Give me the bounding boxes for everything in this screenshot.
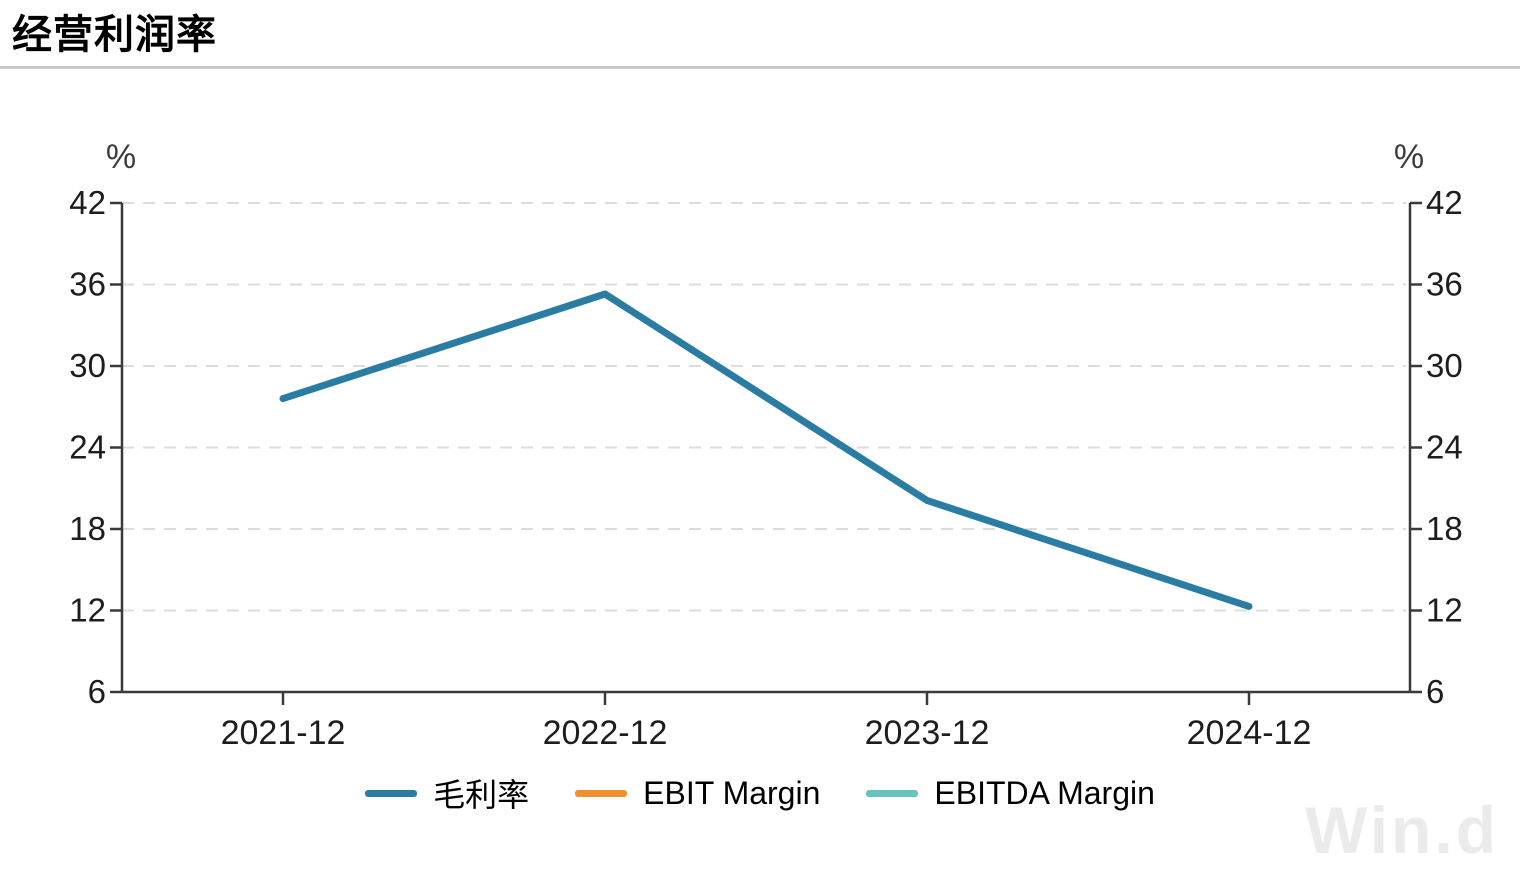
y-tick-label-left: 12 (69, 592, 106, 629)
y-tick-label-right: 36 (1426, 266, 1463, 303)
series-line-毛利率 (279, 290, 1253, 610)
y-tick-label-right: 24 (1426, 429, 1463, 466)
chart-legend: 毛利率 EBIT Margin EBITDA Margin (0, 770, 1520, 816)
legend-item[interactable]: EBIT Margin (575, 775, 820, 812)
y-axis-unit-left: % (106, 138, 136, 176)
y-tick-label-right: 18 (1426, 510, 1463, 547)
legend-item[interactable]: 毛利率 (365, 770, 529, 816)
y-tick-label-left: 30 (69, 347, 106, 384)
y-tick-label-right: 12 (1426, 592, 1463, 629)
legend-swatch-icon (365, 789, 418, 797)
legend-label: EBIT Margin (643, 774, 821, 811)
line-chart: 6 6 12 12 18 18 24 24 30 30 36 36 42 42% % 2021-12 2022-… (69, 138, 1463, 752)
legend-swatch-icon (575, 789, 628, 797)
x-tick-label: 2023-12 (865, 714, 990, 752)
legend-label: EBITDA Margin (934, 774, 1155, 811)
y-tick-label-left: 18 (69, 510, 106, 547)
wind-watermark: Win.d (1305, 793, 1500, 867)
x-tick-label: 2024-12 (1187, 714, 1312, 752)
page-title: 经营利润率 (12, 13, 217, 57)
title-divider (0, 66, 1520, 69)
y-tick-label-right: 6 (1426, 673, 1444, 710)
legend-item[interactable]: EBITDA Margin (866, 775, 1155, 812)
y-tick-label-left: 36 (69, 266, 106, 303)
y-tick-label-left: 24 (69, 429, 106, 466)
legend-label: 毛利率 (433, 777, 530, 813)
y-tick-label-left: 42 (69, 184, 106, 221)
y-tick-label-right: 30 (1426, 347, 1463, 384)
legend-swatch-icon (866, 789, 919, 797)
y-axis-unit-right: % (1394, 138, 1424, 176)
y-tick-label-right: 42 (1426, 184, 1463, 221)
x-tick-label: 2022-12 (543, 714, 668, 752)
y-tick-label-left: 6 (88, 673, 106, 710)
x-tick-label: 2021-12 (221, 714, 346, 752)
